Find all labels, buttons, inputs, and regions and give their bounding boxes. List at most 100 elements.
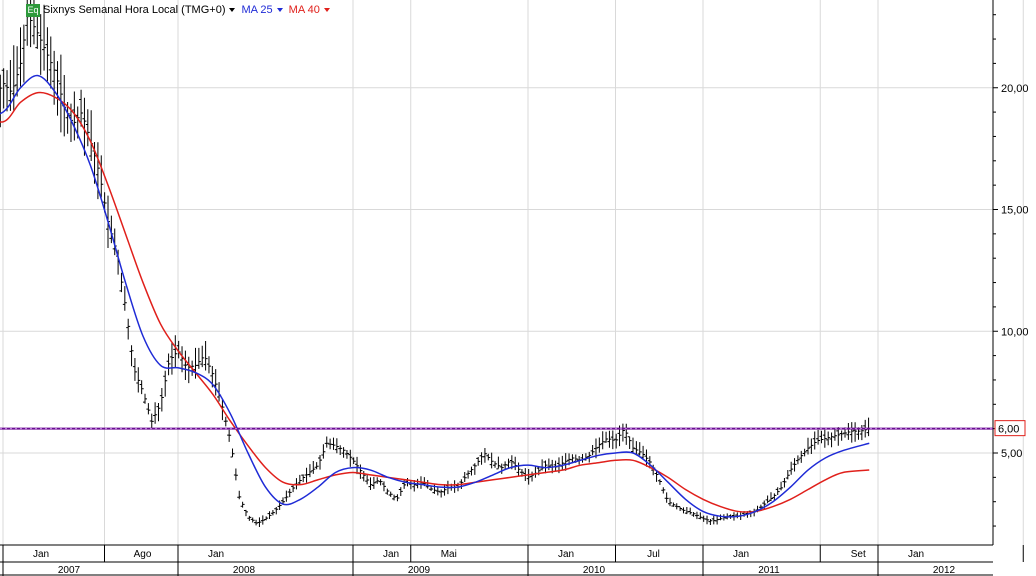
price-bar xyxy=(435,486,440,496)
equity-badge: Eq xyxy=(26,3,40,17)
price-bar xyxy=(314,462,319,470)
year-label: 2007 xyxy=(58,565,81,576)
price-bar xyxy=(789,461,794,475)
year-label: 2008 xyxy=(233,565,256,576)
y-tick-label: 20,00 xyxy=(1001,83,1029,95)
price-bar xyxy=(402,479,407,489)
price-bar xyxy=(819,430,824,444)
price-bar xyxy=(344,450,349,459)
price-bar xyxy=(610,430,615,450)
price-bar xyxy=(243,509,248,517)
y-tick-label: 10,00 xyxy=(1001,326,1029,338)
price-bar xyxy=(55,61,60,116)
price-bar xyxy=(768,492,773,502)
ma25-label[interactable]: MA 25 xyxy=(241,4,273,16)
price-bar xyxy=(859,425,864,441)
price-bar xyxy=(681,507,686,514)
price-bar xyxy=(668,497,673,507)
price-bar xyxy=(765,495,770,504)
month-label: Jan xyxy=(733,549,749,560)
price-bar xyxy=(321,444,326,459)
price-bar xyxy=(227,429,232,442)
price-bar xyxy=(132,358,137,381)
price-bar xyxy=(486,453,491,461)
price-bar xyxy=(281,497,285,505)
price-bar xyxy=(38,14,43,75)
ma40-line xyxy=(0,91,870,513)
price-bar xyxy=(775,487,780,496)
month-label: Jan xyxy=(33,549,49,560)
ma40-label[interactable]: MA 40 xyxy=(288,4,320,16)
month-label: Jan xyxy=(383,549,399,560)
price-bar xyxy=(240,501,245,508)
level-badge-label: 6,00 xyxy=(998,424,1019,436)
ma25-line xyxy=(0,74,870,518)
price-bar xyxy=(839,430,844,441)
price-bar xyxy=(307,464,312,478)
month-label: Mai xyxy=(441,549,457,560)
price-bar xyxy=(381,481,386,492)
symbol-dropdown-icon[interactable] xyxy=(229,8,236,12)
price-bar xyxy=(708,518,713,525)
price-bar xyxy=(795,455,800,465)
price-bar xyxy=(799,450,804,463)
price-bar xyxy=(691,511,696,517)
price-bar xyxy=(698,512,703,520)
price-bar xyxy=(597,437,602,453)
price-bar xyxy=(688,507,693,515)
price-bar xyxy=(274,506,279,515)
price-bar xyxy=(846,422,851,440)
price-bar xyxy=(516,462,521,477)
price-bar xyxy=(530,471,535,482)
price-bar xyxy=(802,448,807,457)
price-bar xyxy=(647,456,652,469)
price-bar xyxy=(250,517,255,523)
price-bar xyxy=(355,456,360,475)
price-bar xyxy=(499,463,504,474)
price-bar xyxy=(139,380,144,395)
price-bar xyxy=(378,479,383,486)
price-bar xyxy=(392,494,397,501)
price-bar xyxy=(826,431,831,446)
price-bar xyxy=(318,454,323,470)
ma40-dropdown-icon[interactable] xyxy=(323,8,330,12)
price-bar xyxy=(334,438,339,454)
price-bar xyxy=(58,54,63,133)
price-bar xyxy=(371,476,376,489)
price-bar xyxy=(254,519,259,526)
price-bar xyxy=(654,471,659,482)
price-bar xyxy=(270,510,275,516)
price-bar xyxy=(156,403,161,422)
month-label: Ago xyxy=(134,549,152,560)
price-bar xyxy=(21,24,26,83)
price-bar xyxy=(230,448,235,458)
ma25-dropdown-icon[interactable] xyxy=(276,8,283,12)
price-bar xyxy=(395,494,400,502)
price-bar xyxy=(223,416,228,427)
price-bar xyxy=(496,456,501,470)
price-bar xyxy=(604,431,609,443)
price-bar xyxy=(493,461,498,468)
price-bar xyxy=(462,471,467,483)
year-label: 2011 xyxy=(758,565,780,576)
price-bar xyxy=(284,490,289,502)
price-bar xyxy=(526,468,531,485)
price-bar xyxy=(607,430,612,448)
year-label: 2009 xyxy=(408,565,431,576)
price-bar xyxy=(301,474,306,483)
year-label: 2010 xyxy=(583,565,606,576)
price-bar xyxy=(1,68,6,109)
month-label: Jan xyxy=(558,549,574,560)
price-bar xyxy=(657,479,662,485)
symbol-label[interactable]: Sixnys Semanal Hora Local (TMG+0) xyxy=(43,4,226,16)
price-bar xyxy=(173,335,178,368)
price-bar xyxy=(718,514,723,521)
price-bar xyxy=(264,516,269,521)
month-label: Jan xyxy=(908,549,924,560)
price-bar xyxy=(166,353,171,376)
price-bar xyxy=(5,70,10,112)
price-bar xyxy=(812,431,817,450)
price-bar xyxy=(287,488,292,498)
month-label: Jan xyxy=(208,549,224,560)
